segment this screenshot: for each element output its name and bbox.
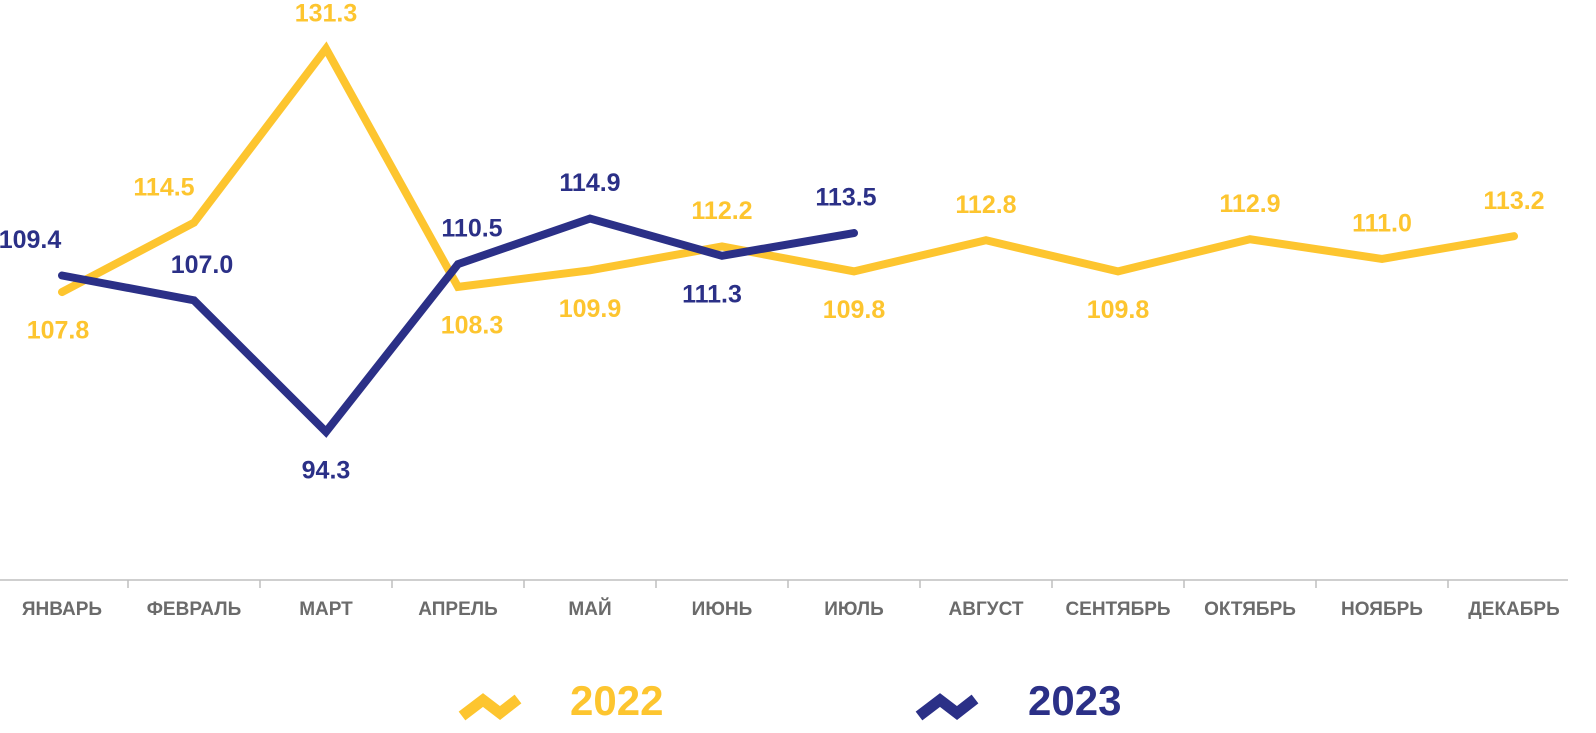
data-label: 113.5 <box>815 184 876 212</box>
data-label: 112.8 <box>955 191 1016 219</box>
data-label: 131.3 <box>295 0 358 27</box>
data-label: 114.5 <box>133 173 194 201</box>
legend-icon <box>915 693 979 721</box>
data-label: 94.3 <box>302 457 351 485</box>
data-label: 110.5 <box>441 215 502 243</box>
data-label: 111.3 <box>682 280 742 308</box>
series-line <box>58 41 1518 297</box>
x-tick-label: ИЮНЬ <box>692 599 753 620</box>
data-label: 113.2 <box>1483 187 1544 215</box>
x-tick-label: НОЯБРЬ <box>1341 599 1423 620</box>
data-label: 112.9 <box>1219 190 1280 218</box>
legend-label: 2022 <box>570 677 663 724</box>
data-label: 109.8 <box>1087 296 1150 324</box>
x-tick-label: ИЮЛЬ <box>824 599 884 620</box>
data-label: 109.9 <box>559 295 622 323</box>
data-label: 108.3 <box>441 312 504 340</box>
data-label: 107.8 <box>27 317 90 345</box>
x-tick-label: СЕНТЯБРЬ <box>1065 599 1170 620</box>
data-label: 107.0 <box>171 251 234 279</box>
x-tick-label: ОКТЯБРЬ <box>1204 599 1296 620</box>
x-tick-label: АВГУСТ <box>949 599 1024 620</box>
legend-label: 2023 <box>1028 677 1121 724</box>
x-tick-label: ЯНВАРЬ <box>22 599 102 620</box>
x-tick-label: ФЕВРАЛЬ <box>147 599 242 620</box>
data-label: 111.0 <box>1352 210 1412 238</box>
x-tick-label: АПРЕЛЬ <box>418 599 497 620</box>
data-label: 109.8 <box>823 296 886 324</box>
x-tick-label: МАЙ <box>568 598 611 620</box>
x-tick-label: ДЕКАБРЬ <box>1468 599 1560 620</box>
data-label: 114.9 <box>559 169 620 197</box>
data-label: 109.4 <box>0 226 61 254</box>
legend-icon <box>458 693 522 721</box>
x-tick-label: МАРТ <box>299 599 353 620</box>
series-line <box>58 214 858 438</box>
data-label: 112.2 <box>691 197 752 225</box>
